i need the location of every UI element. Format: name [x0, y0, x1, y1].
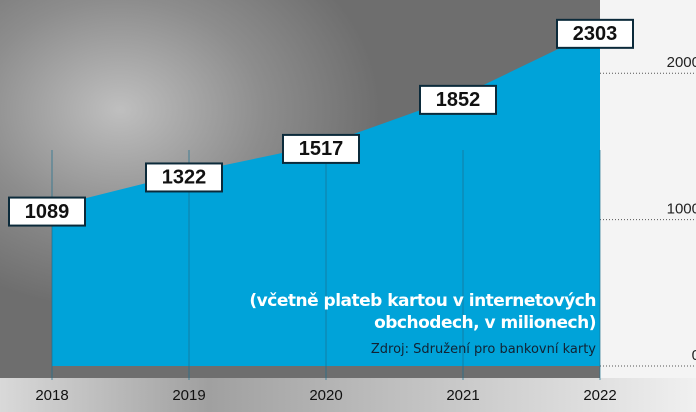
value-label: 1089 [25, 201, 70, 223]
value-label: 1322 [162, 167, 207, 189]
value-label: 1517 [299, 138, 344, 160]
y-tick-label: 1000 [667, 201, 696, 218]
value-label: 1852 [436, 89, 481, 111]
y-tick-label: 2000 [667, 54, 696, 71]
value-label: 2303 [573, 23, 618, 45]
subtitle: (včetně plateb kartou v internetových ob… [226, 290, 596, 334]
x-tick-label: 2018 [35, 387, 68, 404]
source: Zdroj: Sdružení pro bankovní karty [371, 342, 596, 357]
y-tick-label: 0 [692, 347, 696, 364]
x-tick-label: 2020 [309, 387, 342, 404]
x-tick-label: 2021 [446, 387, 479, 404]
page: 0 1000 2000 2018 2019 2020 2021 2022 1089 1322 151… [0, 0, 696, 412]
x-tick-label: 2022 [583, 387, 616, 404]
x-tick-label: 2019 [172, 387, 205, 404]
